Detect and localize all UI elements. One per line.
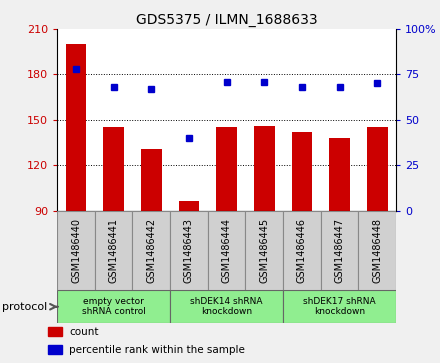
Text: protocol: protocol [2, 302, 48, 312]
Text: GSM1486441: GSM1486441 [109, 218, 119, 283]
Bar [57, 290, 170, 323]
Text: GSM1486444: GSM1486444 [222, 218, 231, 283]
Bar [48, 327, 62, 336]
Bar [216, 127, 237, 211]
Bar [367, 127, 388, 211]
Bar [179, 201, 199, 211]
Bar [132, 211, 170, 290]
Bar [103, 127, 124, 211]
Text: GSM1486448: GSM1486448 [372, 218, 382, 283]
Bar [358, 211, 396, 290]
Text: GSM1486442: GSM1486442 [147, 218, 156, 283]
Bar [283, 290, 396, 323]
Text: shDEK14 shRNA
knockdown: shDEK14 shRNA knockdown [191, 297, 263, 317]
Bar [57, 211, 95, 290]
Bar [254, 126, 275, 211]
Text: shDEK17 shRNA
knockdown: shDEK17 shRNA knockdown [303, 297, 376, 317]
Bar [283, 211, 321, 290]
Bar [170, 290, 283, 323]
Bar [321, 211, 358, 290]
Bar [329, 138, 350, 211]
Bar [48, 345, 62, 354]
Bar [141, 148, 161, 211]
Title: GDS5375 / ILMN_1688633: GDS5375 / ILMN_1688633 [136, 13, 317, 26]
Text: count: count [69, 327, 99, 337]
Bar [292, 132, 312, 211]
Bar [95, 211, 132, 290]
Text: GSM1486446: GSM1486446 [297, 218, 307, 283]
Bar [246, 211, 283, 290]
Bar [66, 44, 86, 211]
Bar [170, 211, 208, 290]
Bar [208, 211, 246, 290]
Text: percentile rank within the sample: percentile rank within the sample [69, 344, 245, 355]
Text: GSM1486440: GSM1486440 [71, 218, 81, 283]
Text: empty vector
shRNA control: empty vector shRNA control [82, 297, 146, 317]
Text: GSM1486447: GSM1486447 [334, 218, 345, 283]
Text: GSM1486445: GSM1486445 [259, 218, 269, 283]
Text: GSM1486443: GSM1486443 [184, 218, 194, 283]
